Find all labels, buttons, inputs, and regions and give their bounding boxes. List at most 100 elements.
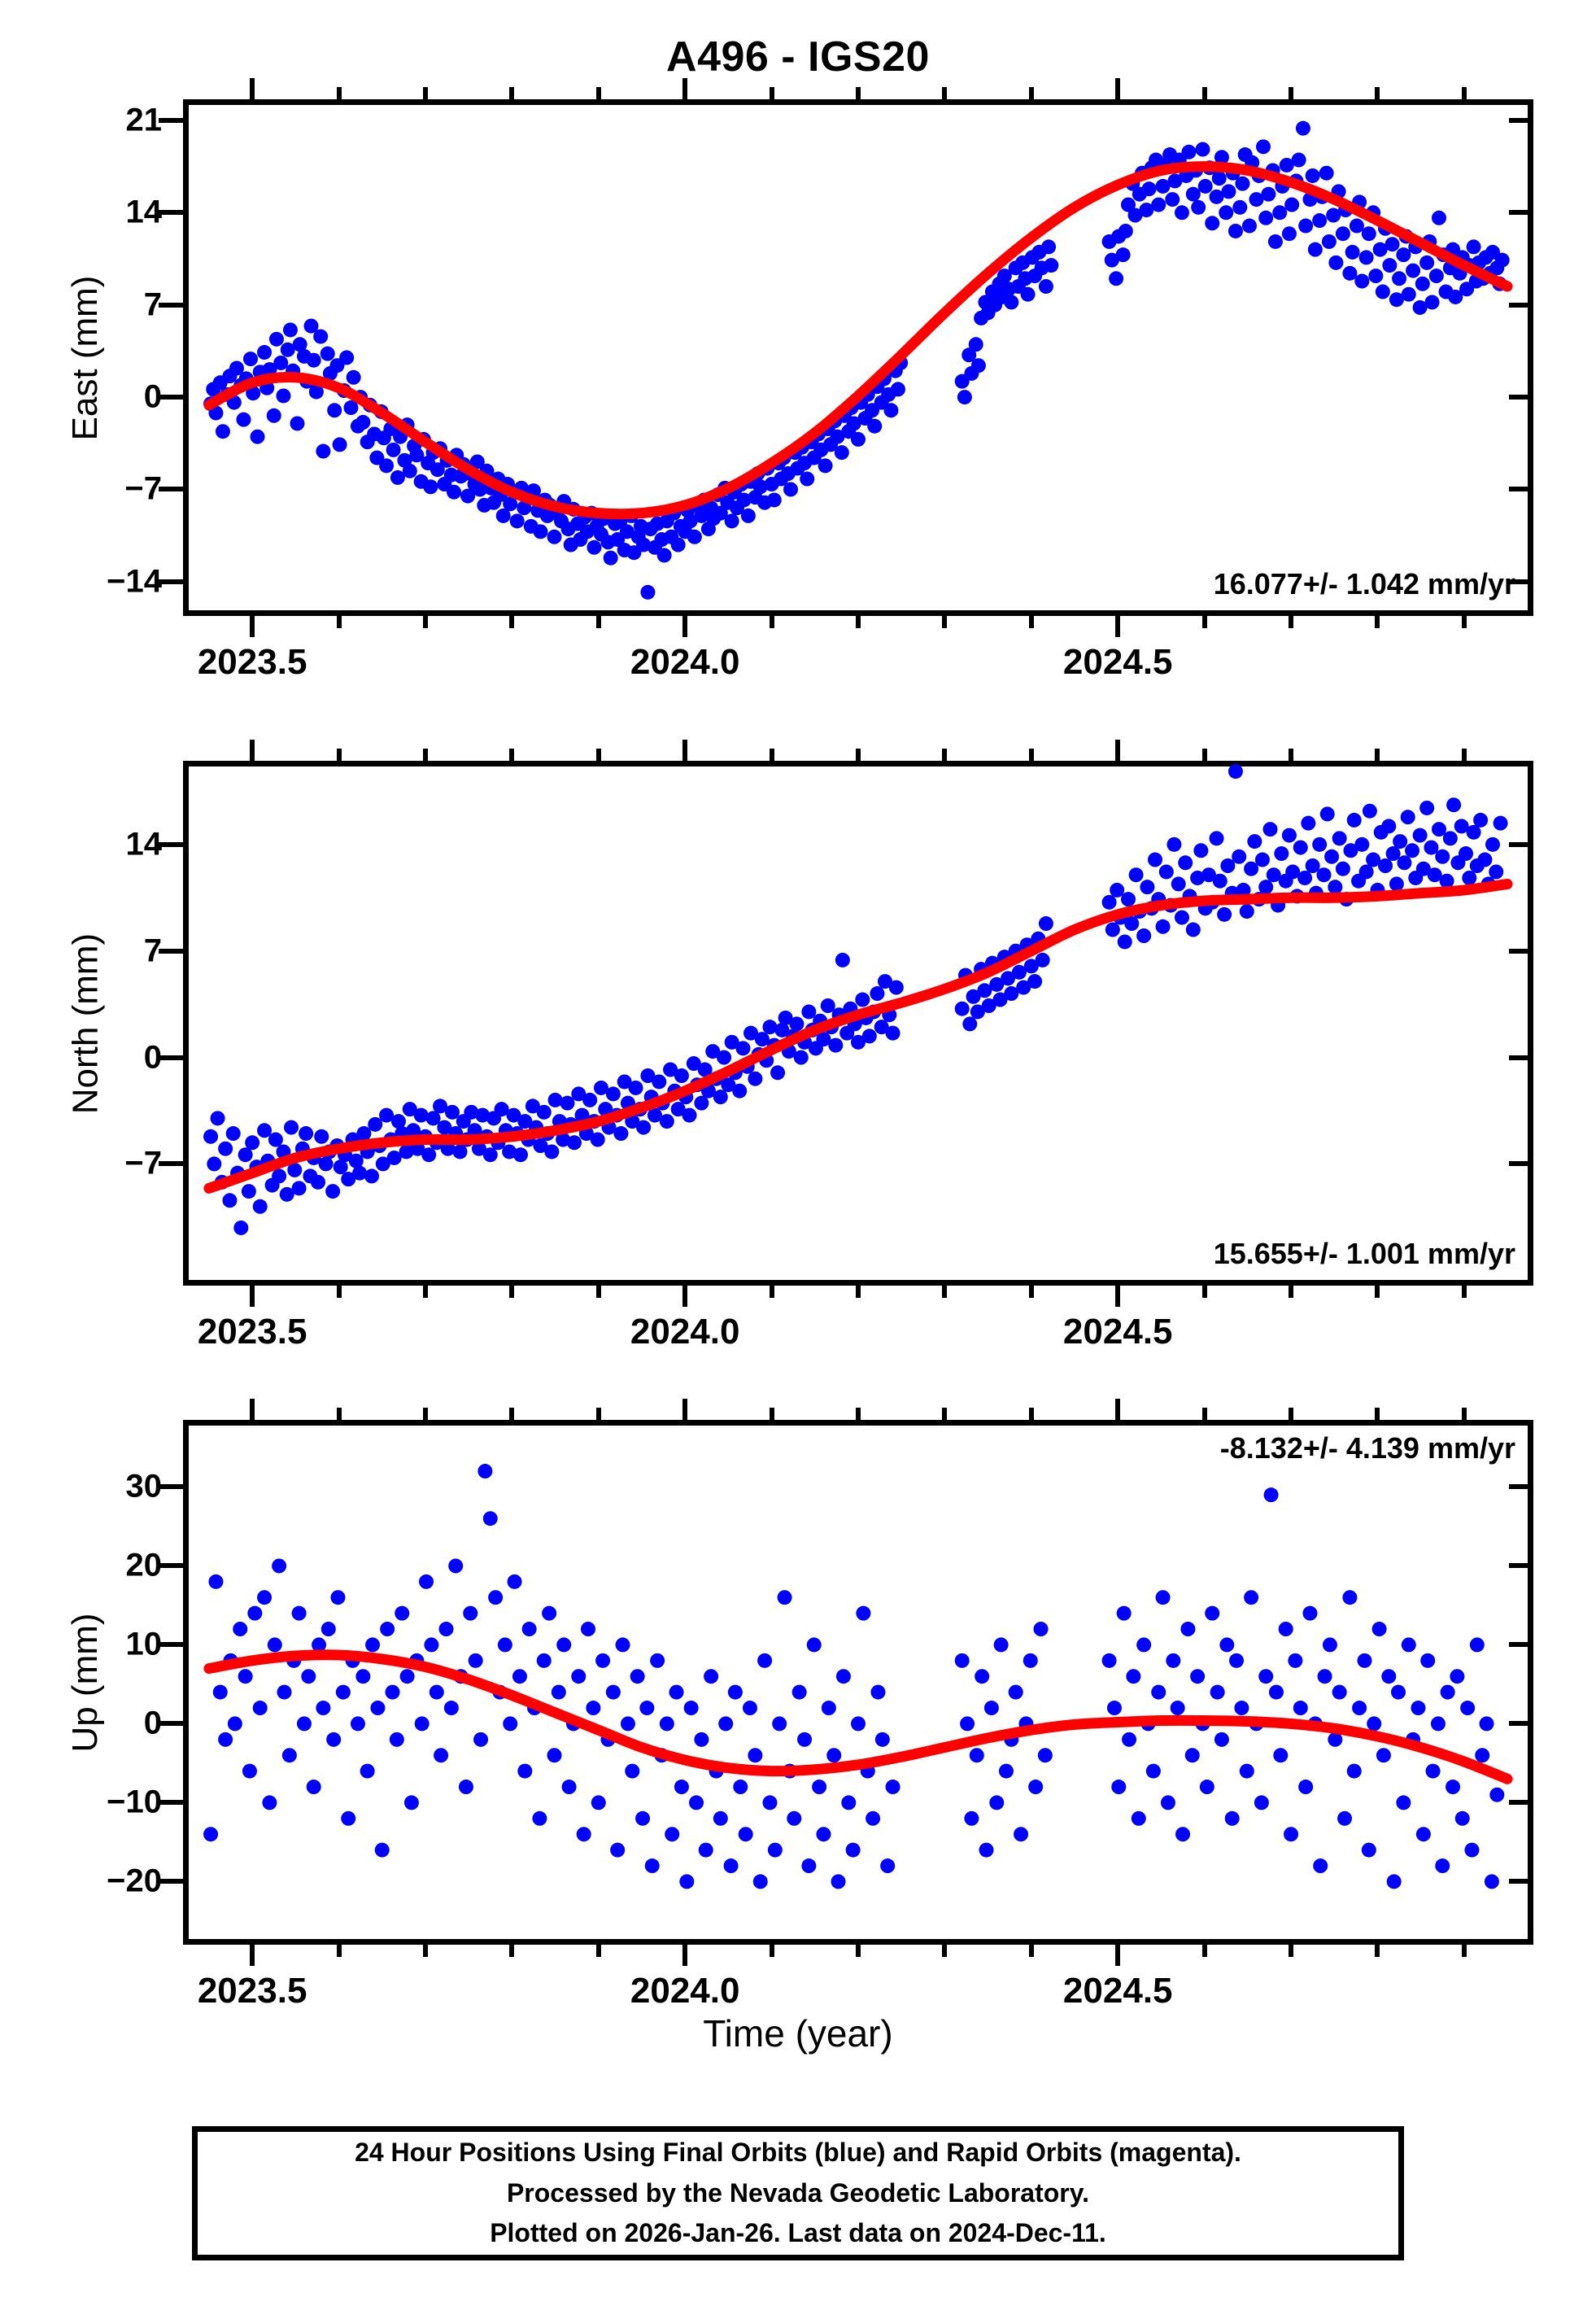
xtick-mark-top [509, 1408, 515, 1420]
panel-east-ylabel: East (mm) [65, 275, 105, 440]
data-point [517, 1114, 533, 1129]
data-point [993, 1637, 1009, 1653]
data-point [670, 1102, 686, 1117]
data-point [1004, 986, 1019, 1002]
data-point [754, 1032, 770, 1047]
xtick-mark-top [1028, 1408, 1034, 1420]
data-point [979, 1842, 994, 1858]
ytick-mark [159, 1055, 183, 1060]
data-point [532, 1810, 547, 1826]
data-point [225, 1126, 241, 1142]
data-point [752, 1874, 768, 1889]
data-point [615, 1637, 630, 1653]
data-point [551, 1684, 566, 1700]
data-point [406, 1123, 421, 1138]
data-point [424, 1637, 439, 1653]
scatter-series [203, 120, 1510, 600]
data-point [218, 1732, 233, 1747]
data-point [409, 448, 425, 463]
xtick-mark [769, 1286, 774, 1298]
data-point [203, 1827, 219, 1842]
data-point [713, 1810, 728, 1826]
data-point [1254, 1795, 1269, 1810]
data-point [1337, 1810, 1353, 1826]
data-point [233, 1622, 248, 1637]
data-point [1228, 223, 1243, 238]
data-point [1244, 1590, 1259, 1605]
data-point [386, 1150, 402, 1165]
data-point [443, 1701, 459, 1716]
data-point [1126, 1669, 1141, 1684]
data-point [1396, 1795, 1411, 1810]
data-point [316, 443, 331, 459]
data-point [444, 1104, 460, 1120]
ytick-mark-right [1509, 487, 1533, 492]
xtick-mark [1375, 1945, 1380, 1957]
data-point [423, 479, 438, 495]
data-point [1288, 1653, 1303, 1668]
data-point [1460, 1701, 1476, 1716]
data-point [257, 1590, 273, 1605]
data-point [1122, 1732, 1137, 1747]
data-point [1016, 980, 1031, 995]
data-point [1266, 867, 1281, 883]
data-point [272, 1558, 287, 1574]
data-point [430, 462, 445, 478]
xtick-mark [942, 1286, 948, 1298]
data-point [350, 1716, 365, 1732]
data-point [1184, 1748, 1200, 1763]
data-point [475, 1107, 491, 1123]
data-point [610, 1842, 626, 1858]
xtick-mark [1375, 616, 1380, 628]
panel-north: North (mm) 15.655+/- 1.001 mm/yr 14 7 0 −7 2… [65, 740, 1533, 1352]
data-point [766, 492, 782, 508]
data-point [1313, 1858, 1328, 1874]
data-point [738, 1827, 753, 1842]
data-point [292, 337, 307, 352]
data-point [989, 976, 1005, 992]
data-point [828, 1037, 844, 1053]
data-point [1201, 867, 1216, 883]
ytick-label: 10 [125, 1626, 163, 1662]
data-point [276, 388, 291, 404]
data-point [1382, 258, 1398, 273]
data-point [820, 998, 835, 1013]
data-point [1268, 1684, 1284, 1700]
data-point [1425, 1763, 1441, 1779]
data-point [1454, 1810, 1470, 1826]
data-point [1185, 922, 1201, 937]
data-point [395, 1605, 410, 1621]
panel-east-plot-area [203, 120, 1513, 600]
data-point [740, 508, 756, 523]
data-point [379, 1107, 395, 1123]
data-point [964, 1810, 979, 1826]
data-point [966, 989, 981, 1004]
data-point [841, 1795, 857, 1810]
data-point [1368, 269, 1384, 284]
data-point [1166, 836, 1182, 852]
data-point [1272, 205, 1288, 221]
xtick-mark-top [1115, 1399, 1121, 1420]
data-point [1321, 234, 1337, 249]
xtick-mark-top [769, 749, 774, 761]
data-point [1180, 1622, 1196, 1637]
data-point [1037, 1748, 1053, 1763]
data-point [1401, 1637, 1416, 1653]
data-point [954, 1653, 970, 1668]
data-point [1335, 226, 1350, 242]
data-point [603, 550, 618, 566]
data-point [885, 1025, 900, 1041]
xtick-mark-top [769, 87, 774, 99]
xtick-mark-top [1115, 740, 1121, 761]
data-point [587, 539, 602, 555]
data-point [434, 1748, 449, 1763]
ytick-mark [159, 841, 183, 847]
data-point [215, 424, 230, 439]
data-point [713, 1090, 728, 1105]
data-point [1174, 910, 1189, 925]
data-point [826, 1748, 842, 1763]
xtick-mark-top [1461, 87, 1467, 99]
data-point [954, 1001, 970, 1016]
data-point [414, 1716, 430, 1732]
data-point [783, 482, 798, 497]
